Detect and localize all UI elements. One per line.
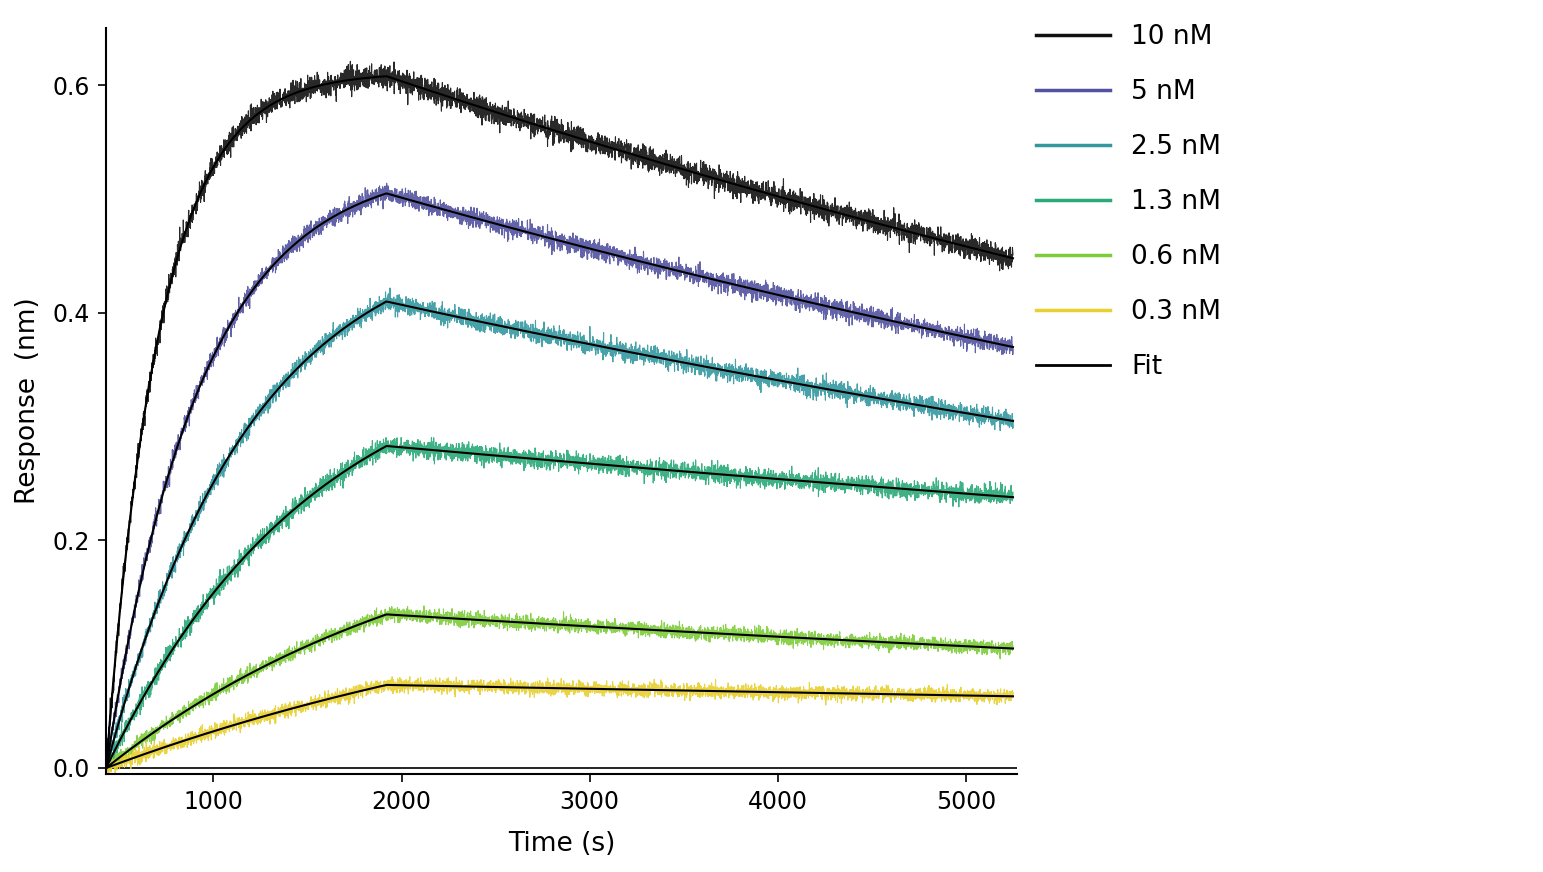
Legend: 10 nM, 5 nM, 2.5 nM, 1.3 nM, 0.6 nM, 0.3 nM, Fit: 10 nM, 5 nM, 2.5 nM, 1.3 nM, 0.6 nM, 0.3…: [1026, 14, 1231, 391]
X-axis label: Time (s): Time (s): [508, 831, 616, 857]
Y-axis label: Response  (nm): Response (nm): [15, 297, 42, 504]
